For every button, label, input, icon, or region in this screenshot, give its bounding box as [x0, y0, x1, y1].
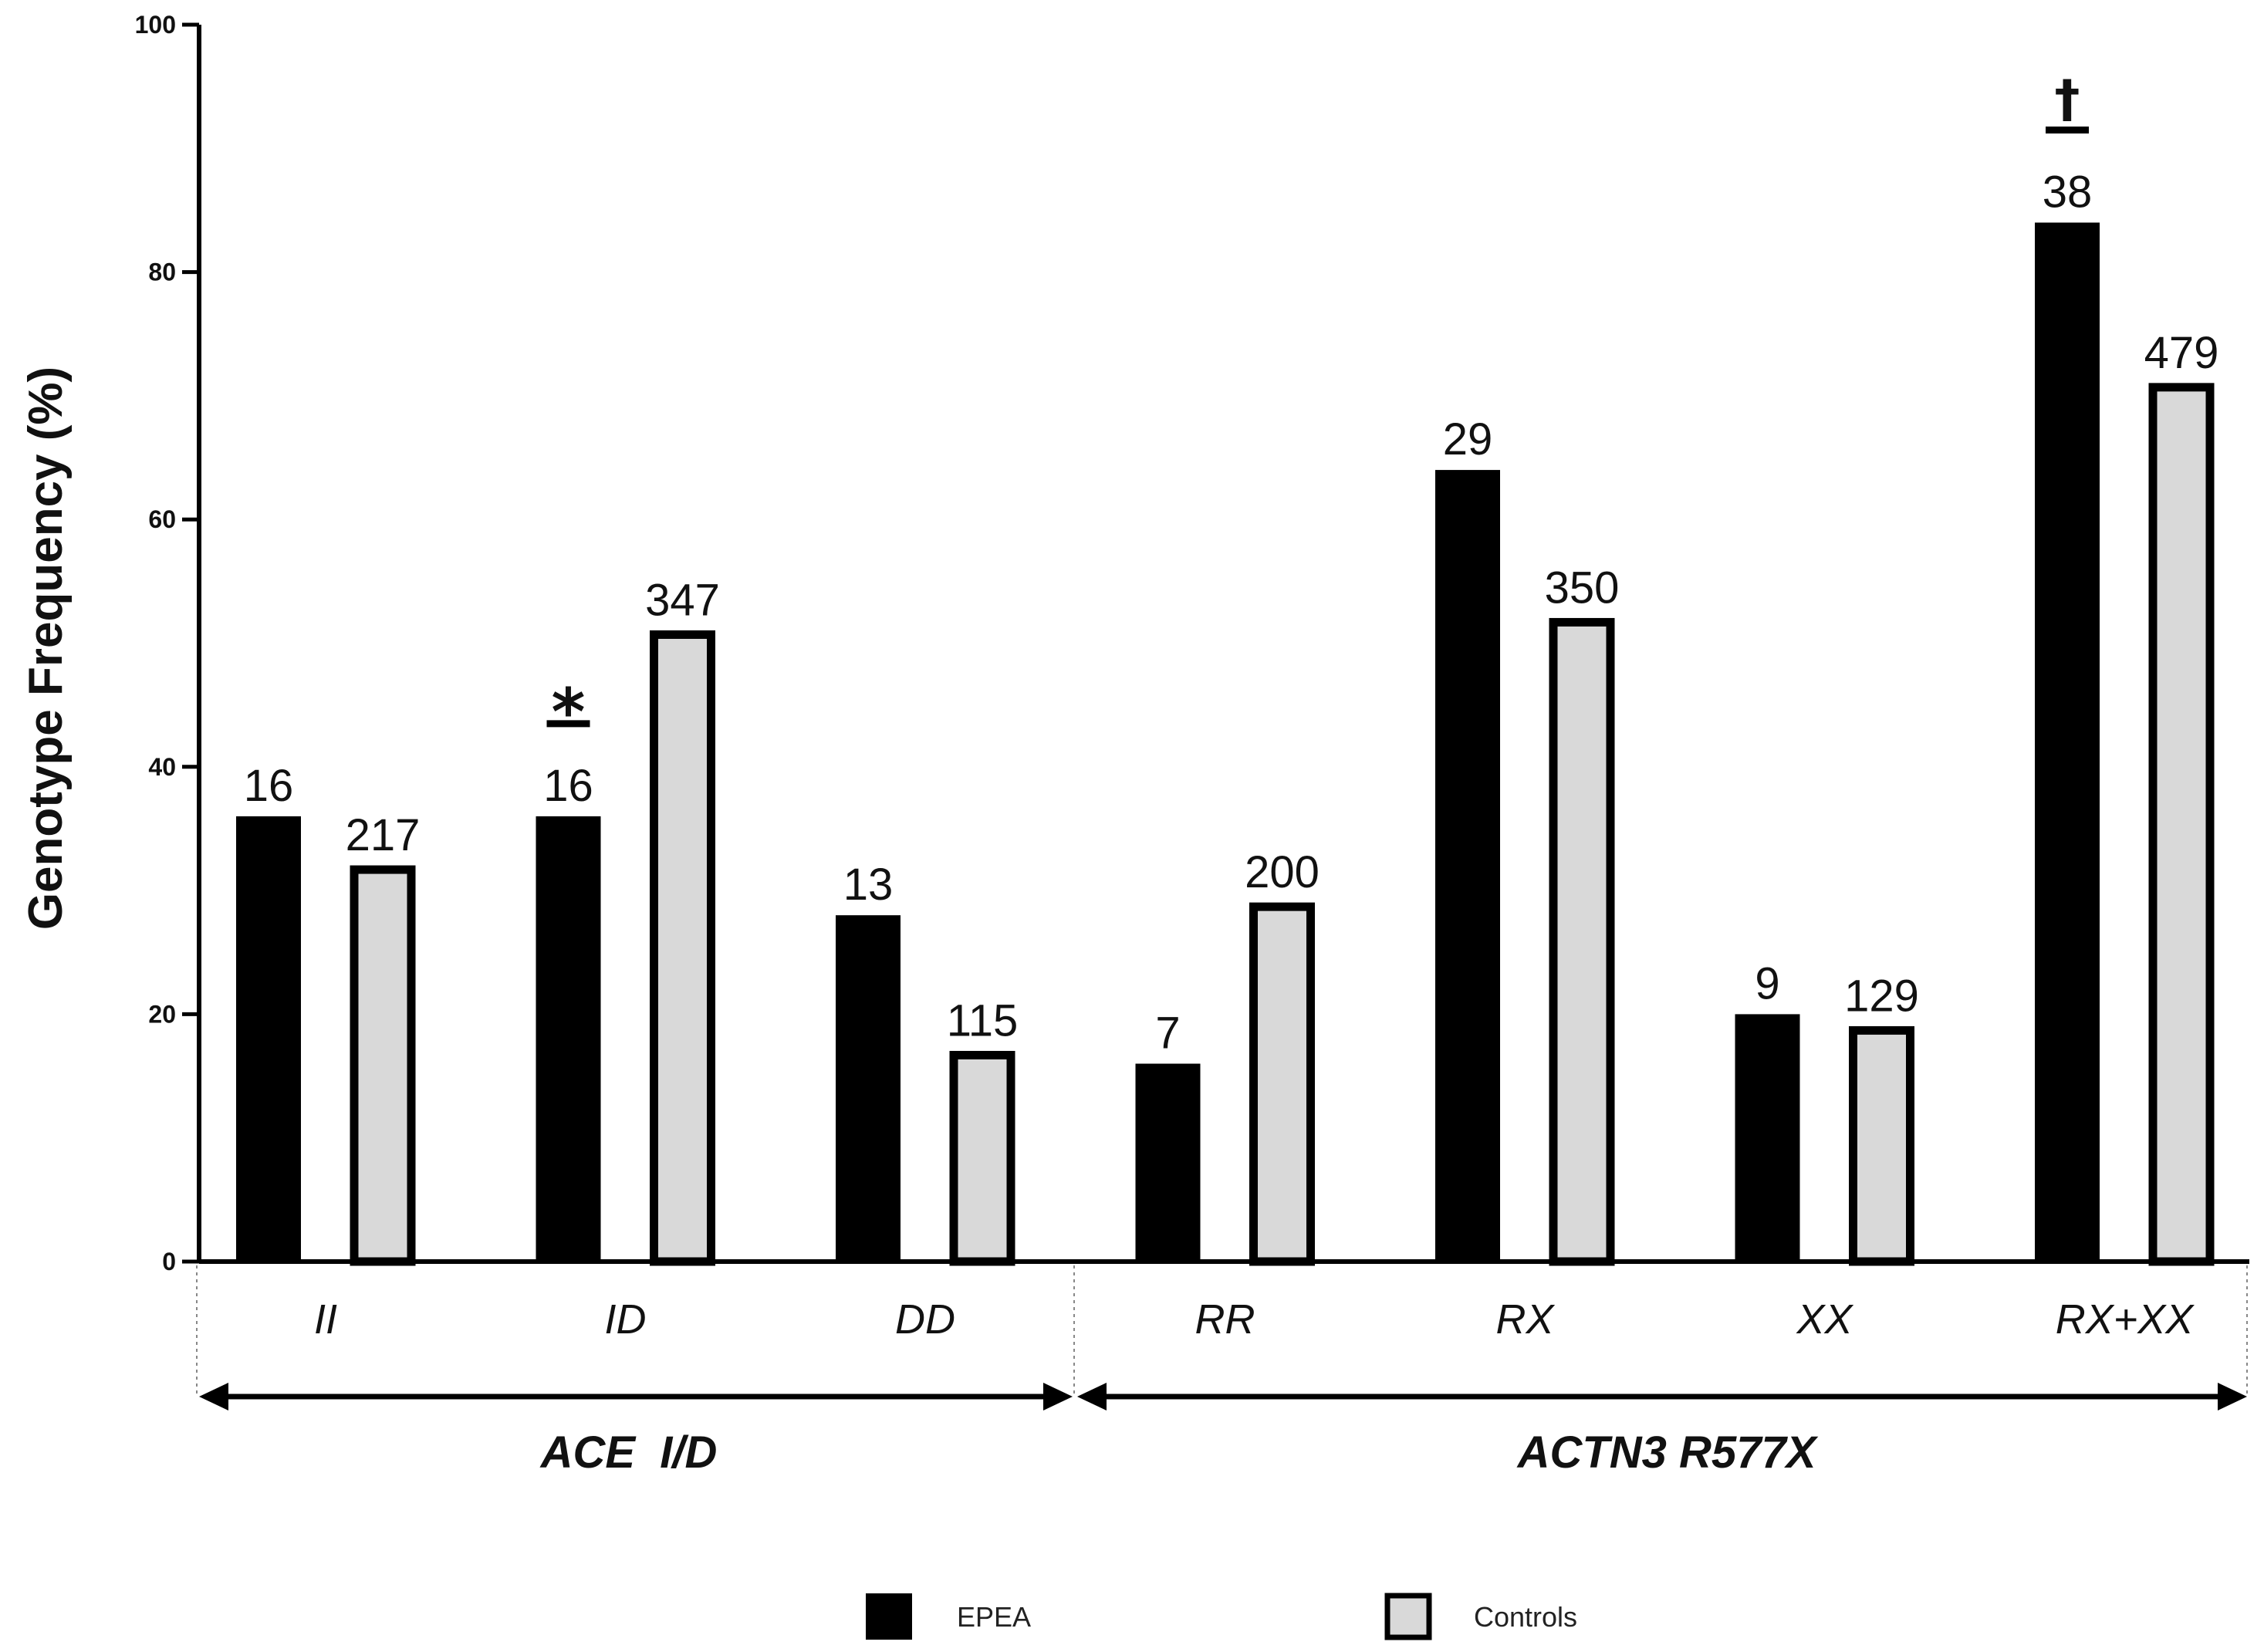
- y-tick-label-60: 60: [148, 505, 176, 533]
- x-tick-label-ii: II: [314, 1296, 337, 1343]
- y-axis-ticks: 0 20 40 60 80 100: [135, 11, 199, 1275]
- bar-epea-rx-xx: [2035, 222, 2100, 1262]
- bar-epea-dd: [836, 915, 901, 1262]
- group-label-actn3: ACTN3 R577X: [1516, 1427, 1819, 1478]
- y-axis-label: Genotype Frequency (%): [19, 367, 73, 930]
- data-label-epea-dd: 13: [843, 860, 894, 910]
- bar-epea-rx: [1435, 470, 1500, 1262]
- bar-controls-xx: [1849, 1025, 1914, 1266]
- data-labels: 16 217 16 347 13 115 7 200 29 350 9 129 38 479 * †: [244, 69, 2219, 1058]
- bar-epea-rr: [1135, 1063, 1201, 1262]
- x-tick-label-xx: XX: [1795, 1296, 1853, 1343]
- data-label-epea-rx-xx: 38: [2043, 167, 2093, 217]
- bar-controls-rx-xx: [2148, 383, 2215, 1266]
- data-label-controls-rx-xx: 479: [2144, 328, 2219, 378]
- ace-group-arrow: [199, 1383, 1073, 1410]
- bar-controls-rx: [1549, 617, 1615, 1266]
- significance-marker-id: *: [552, 674, 586, 750]
- bar-controls-rr: [1249, 902, 1315, 1266]
- legend-swatch-controls: [1384, 1593, 1432, 1640]
- y-tick-label-0: 0: [162, 1248, 176, 1275]
- data-label-epea-rr: 7: [1155, 1008, 1180, 1059]
- y-tick-label-20: 20: [148, 1000, 176, 1028]
- data-label-epea-xx: 9: [1755, 958, 1779, 1008]
- legend: EPEA Controls: [866, 1593, 1577, 1640]
- data-label-controls-xx: 129: [1844, 971, 1919, 1021]
- bar-controls-ii: [350, 865, 416, 1266]
- actn3-group-arrow: [1077, 1383, 2247, 1410]
- y-tick-label-80: 80: [148, 258, 176, 286]
- data-label-controls-ii: 217: [346, 810, 421, 860]
- bar-epea-id: [536, 816, 601, 1262]
- legend-swatch-epea: [866, 1593, 912, 1640]
- bar-epea-xx: [1735, 1014, 1800, 1262]
- bar-controls-id: [650, 630, 715, 1266]
- x-tick-labels: II ID DD RR RX XX RX+XX: [314, 1296, 2195, 1343]
- significance-marker-rx-xx: †: [2055, 69, 2080, 128]
- x-tick-label-rx-xx: RX+XX: [2056, 1296, 2195, 1343]
- y-tick-label-40: 40: [148, 753, 176, 781]
- group-label-ace: ACE I/D: [539, 1427, 718, 1478]
- data-label-controls-rx: 350: [1545, 562, 1620, 613]
- bar-controls-dd: [949, 1050, 1015, 1266]
- x-tick-label-rr: RR: [1195, 1296, 1255, 1343]
- legend-label-epea: EPEA: [957, 1601, 1031, 1633]
- bar-epea-ii: [236, 816, 301, 1262]
- data-label-epea-rx: 29: [1443, 414, 1493, 465]
- x-tick-label-dd: DD: [895, 1296, 955, 1343]
- data-label-controls-dd: 115: [947, 995, 1018, 1046]
- x-tick-label-id: ID: [605, 1296, 647, 1343]
- data-label-controls-rr: 200: [1245, 847, 1320, 897]
- data-label-controls-id: 347: [645, 575, 720, 625]
- data-label-epea-ii: 16: [244, 761, 294, 811]
- legend-label-controls: Controls: [1474, 1601, 1577, 1633]
- bars: [236, 222, 2215, 1266]
- data-label-epea-id: 16: [543, 761, 593, 811]
- x-tick-label-rx: RX: [1495, 1296, 1555, 1343]
- y-tick-label-100: 100: [135, 11, 176, 39]
